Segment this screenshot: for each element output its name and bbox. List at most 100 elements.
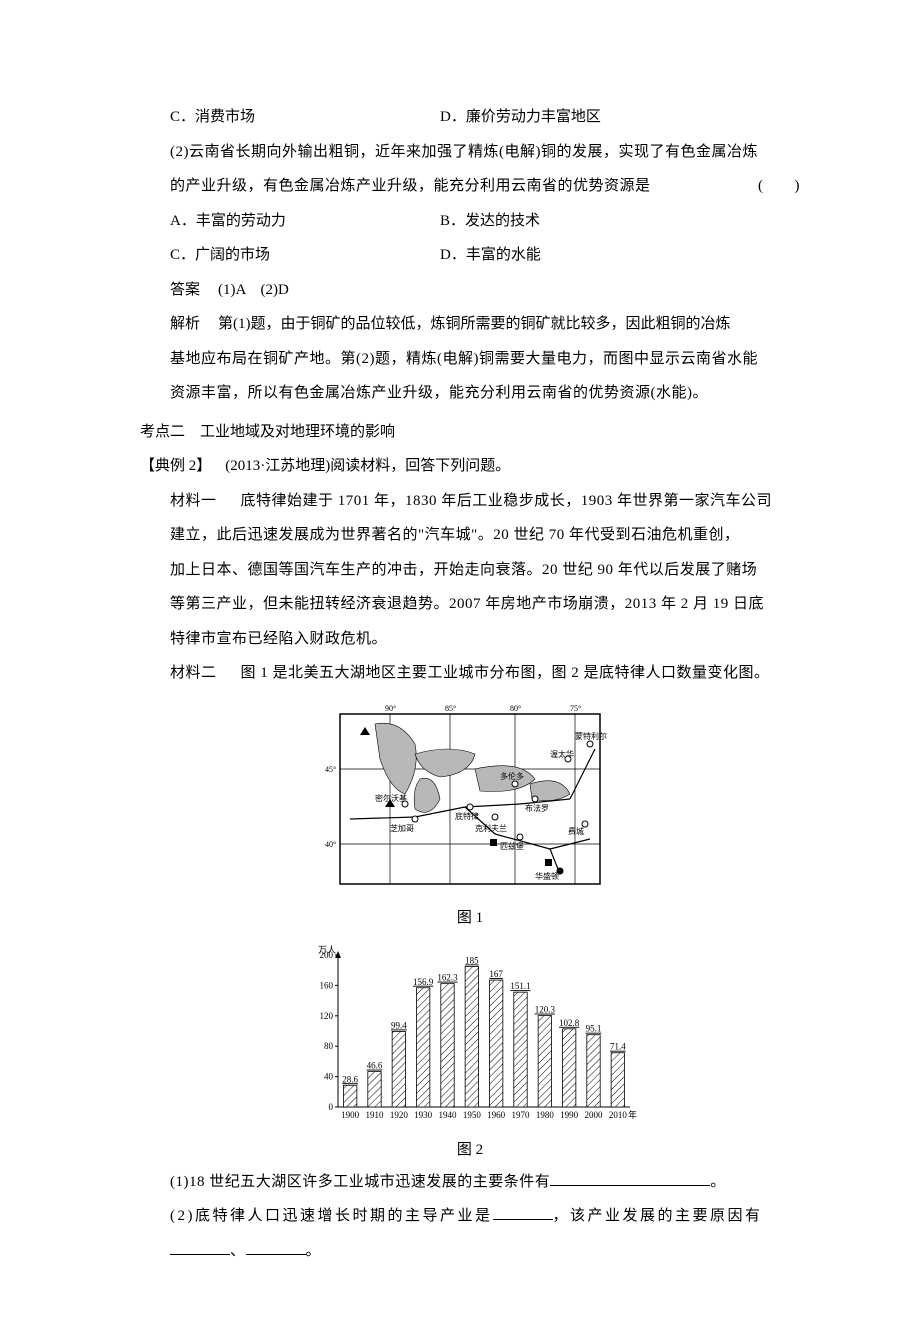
svg-text:71.4: 71.4 bbox=[610, 1041, 626, 1051]
svg-text:185: 185 bbox=[465, 955, 479, 965]
m1-l2: 建立，此后迅速发展成为世界著名的"汽车城"。20 世纪 70 年代受到石油危机重… bbox=[140, 518, 800, 553]
chart-svg: 04080120160200万人28.6190046.6191099.41920… bbox=[300, 941, 640, 1131]
svg-text:2000: 2000 bbox=[585, 1110, 604, 1120]
q1a: (1)18 世纪五大湖区许多工业城市迅速发展的主要条件有 bbox=[170, 1174, 550, 1190]
material2-line: 材料二 图 1 是北美五大湖地区主要工业城市分布图，图 2 是底特律人口数量变化… bbox=[140, 656, 800, 691]
example-source: (2013·江苏地理)阅读材料，回答下列问题。 bbox=[225, 449, 510, 484]
q2a: (2)底特律人口迅速增长时期的主导产业是 bbox=[170, 1208, 493, 1224]
explain-line1: 解析 第(1)题，由于铜矿的品位较低，炼铜所需要的铜矿就比较多，因此粗铜的冶炼 bbox=[140, 307, 800, 342]
svg-text:95.1: 95.1 bbox=[586, 1023, 602, 1033]
svg-text:40: 40 bbox=[324, 1071, 334, 1081]
svg-text:克利夫兰: 克利夫兰 bbox=[475, 823, 507, 833]
sub-q2-line2: 、。 bbox=[140, 1234, 800, 1269]
blank-3 bbox=[170, 1240, 230, 1255]
svg-text:120.3: 120.3 bbox=[535, 1004, 556, 1014]
svg-text:1910: 1910 bbox=[366, 1110, 385, 1120]
svg-text:华盛顿: 华盛顿 bbox=[535, 871, 559, 881]
m2-label: 材料二 bbox=[170, 665, 217, 681]
answer-text: (1)A (2)D bbox=[218, 273, 289, 308]
answer-line: 答案 (1)A (2)D bbox=[140, 273, 800, 308]
svg-text:120: 120 bbox=[320, 1010, 334, 1020]
svg-text:151.1: 151.1 bbox=[510, 981, 530, 991]
svg-text:布法罗: 布法罗 bbox=[525, 803, 549, 813]
blank-1 bbox=[550, 1171, 710, 1186]
m1-l5: 特律市宣布已经陷入财政危机。 bbox=[140, 622, 800, 657]
svg-text:85°: 85° bbox=[445, 704, 456, 713]
option-c2: C．广阔的市场 bbox=[170, 238, 440, 273]
svg-text:160: 160 bbox=[320, 980, 334, 990]
svg-text:167: 167 bbox=[489, 969, 503, 979]
explain-line2: 基地应布局在铜矿产地。第(2)题，精炼(电解)铜需要大量电力，而图中显示云南省水… bbox=[140, 342, 800, 377]
m1-l4: 等第三产业，但未能扭转经济衰退趋势。2007 年房地产市场崩溃，2013 年 2… bbox=[140, 587, 800, 622]
svg-text:万人: 万人 bbox=[318, 945, 336, 955]
svg-text:匹兹堡: 匹兹堡 bbox=[500, 841, 524, 851]
q1b: 。 bbox=[710, 1174, 726, 1190]
blank-2 bbox=[493, 1205, 553, 1220]
answer-label: 答案 bbox=[170, 273, 200, 308]
svg-text:1920: 1920 bbox=[390, 1110, 409, 1120]
svg-text:40°: 40° bbox=[325, 840, 336, 849]
option-b: B．发达的技术 bbox=[440, 204, 540, 239]
q2-stem-line1: (2)云南省长期向外输出粗铜，近年来加强了精炼(电解)铜的发展，实现了有色金属冶… bbox=[140, 135, 800, 170]
sub-q2: (2)底特律人口迅速增长时期的主导产业是 ，该产业发展的主要原因有 bbox=[140, 1199, 800, 1234]
option-row-cd: C．消费市场 D．廉价劳动力丰富地区 bbox=[140, 100, 800, 135]
option-d: D．廉价劳动力丰富地区 bbox=[440, 100, 601, 135]
option-c: C．消费市场 bbox=[170, 100, 440, 135]
svg-text:芝加哥: 芝加哥 bbox=[390, 823, 414, 833]
q2d: 。 bbox=[306, 1243, 322, 1259]
option-row-cd2: C．广阔的市场 D．丰富的水能 bbox=[140, 238, 800, 273]
svg-text:28.6: 28.6 bbox=[342, 1074, 358, 1084]
m1-label: 材料一 bbox=[170, 493, 217, 509]
svg-text:1930: 1930 bbox=[414, 1110, 433, 1120]
svg-text:0: 0 bbox=[329, 1102, 334, 1112]
explain-text1: 第(1)题，由于铜矿的品位较低，炼铜所需要的铜矿就比较多，因此粗铜的冶炼 bbox=[218, 307, 731, 342]
figure2-caption: 图 2 bbox=[140, 1135, 800, 1165]
svg-text:90°: 90° bbox=[385, 704, 396, 713]
m1-l3: 加上日本、德国等国汽车生产的冲击，开始走向衰落。20 世纪 90 年代以后发展了… bbox=[140, 553, 800, 588]
figure1-caption: 图 1 bbox=[140, 903, 800, 933]
svg-text:1960: 1960 bbox=[487, 1110, 506, 1120]
svg-text:密尔沃基: 密尔沃基 bbox=[375, 793, 407, 803]
sub-q1: (1)18 世纪五大湖区许多工业城市迅速发展的主要条件有 。 bbox=[140, 1165, 800, 1200]
svg-text:1970: 1970 bbox=[512, 1110, 531, 1120]
q2-stem-text1: (2)云南省长期向外输出粗铜，近年来加强了精炼(电解)铜的发展，实现了有色金属冶… bbox=[170, 144, 758, 160]
map-svg: 90° 85° 80° 75° 45° 40° 蒙特利尔 渥太华 多伦多 密尔沃… bbox=[320, 699, 620, 899]
m2-text: 图 1 是北美五大湖地区主要工业城市分布图，图 2 是底特律人口数量变化图。 bbox=[241, 665, 770, 681]
material1-line1: 材料一 底特律始建于 1701 年，1830 年后工业稳步成长，1903 年世界… bbox=[140, 484, 800, 519]
svg-text:80: 80 bbox=[324, 1041, 334, 1051]
svg-text:45°: 45° bbox=[325, 765, 336, 774]
svg-text:46.6: 46.6 bbox=[367, 1060, 383, 1070]
svg-text:156.9: 156.9 bbox=[413, 976, 434, 986]
example-header: 【典例 2】 (2013·江苏地理)阅读材料，回答下列问题。 bbox=[140, 449, 800, 484]
svg-text:多伦多: 多伦多 bbox=[500, 771, 524, 781]
q2c: 、 bbox=[230, 1243, 246, 1259]
blank-4 bbox=[246, 1240, 306, 1255]
svg-text:1950: 1950 bbox=[463, 1110, 482, 1120]
svg-text:渥太华: 渥太华 bbox=[550, 749, 574, 759]
option-row-ab: A．丰富的劳动力 B．发达的技术 bbox=[140, 204, 800, 239]
svg-text:99.4: 99.4 bbox=[391, 1020, 407, 1030]
svg-text:底特律: 底特律 bbox=[455, 811, 479, 821]
explain-label: 解析 bbox=[170, 307, 200, 342]
answer-paren: ( ) bbox=[758, 169, 800, 204]
svg-text:75°: 75° bbox=[570, 704, 581, 713]
svg-text:蒙特利尔: 蒙特利尔 bbox=[575, 731, 607, 741]
svg-text:1990: 1990 bbox=[560, 1110, 579, 1120]
svg-text:年: 年 bbox=[628, 1109, 637, 1120]
q2b: ，该产业发展的主要原因有 bbox=[553, 1208, 763, 1224]
m1-text1: 底特律始建于 1701 年，1830 年后工业稳步成长，1903 年世界第一家汽… bbox=[241, 493, 773, 509]
svg-text:80°: 80° bbox=[510, 704, 521, 713]
svg-text:102.8: 102.8 bbox=[559, 1017, 580, 1027]
example-label: 【典例 2】 bbox=[140, 449, 211, 484]
svg-text:162.3: 162.3 bbox=[437, 972, 458, 982]
svg-text:1940: 1940 bbox=[439, 1110, 458, 1120]
svg-text:1900: 1900 bbox=[341, 1110, 360, 1120]
section-heading: 考点二 工业地域及对地理环境的影响 bbox=[140, 415, 800, 450]
svg-text:费城: 费城 bbox=[568, 826, 584, 836]
explain-line3: 资源丰富，所以有色金属冶炼产业升级，能充分利用云南省的优势资源(水能)。 bbox=[140, 376, 800, 411]
q2-stem-text2: 的产业升级，有色金属冶炼产业升级，能充分利用云南省的优势资源是 bbox=[170, 178, 651, 194]
svg-text:1980: 1980 bbox=[536, 1110, 555, 1120]
option-a: A．丰富的劳动力 bbox=[170, 204, 440, 239]
figure2-container: 04080120160200万人28.6190046.6191099.41920… bbox=[140, 941, 800, 1131]
figure1-container: 90° 85° 80° 75° 45° 40° 蒙特利尔 渥太华 多伦多 密尔沃… bbox=[140, 699, 800, 899]
